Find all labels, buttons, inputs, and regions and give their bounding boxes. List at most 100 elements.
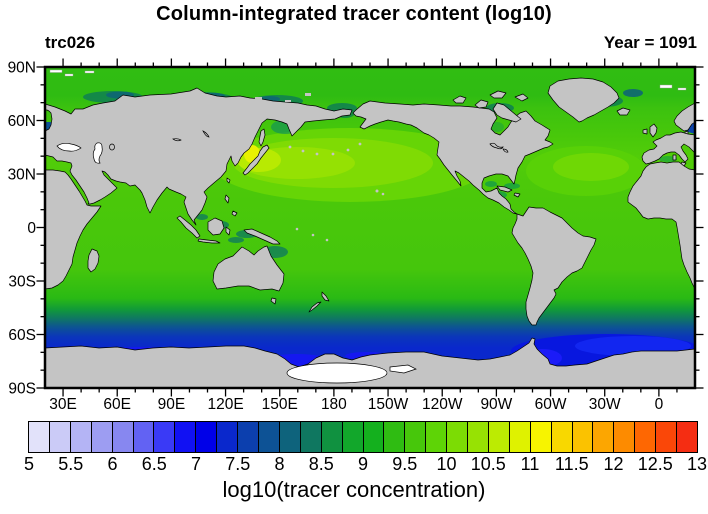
- colorbar-tick-label: 12: [603, 454, 624, 474]
- colorbar-tick-label: 9.5: [392, 454, 418, 474]
- colorbar-tick-label: 10.5: [470, 454, 506, 474]
- lat-tick-label: 90N: [8, 60, 36, 77]
- axis-ticks: [36, 58, 704, 397]
- lon-tick-label: 120E: [207, 396, 243, 413]
- ocean-anomaly-patches: [45, 89, 695, 368]
- colorbar-box: [217, 422, 239, 452]
- lon-tick-label: 180: [321, 396, 347, 413]
- colorbar-box: [175, 422, 197, 452]
- colorbar-tick-label: 6: [107, 454, 118, 474]
- colorbar-box: [447, 422, 469, 452]
- colorbar: [28, 421, 698, 453]
- lake-baikal: [202, 130, 210, 138]
- aral-sea: [109, 143, 115, 151]
- lat-tick-label: 30S: [8, 274, 36, 291]
- iceland: [616, 107, 631, 116]
- africa-east: [45, 169, 102, 290]
- eurasia: [45, 87, 353, 226]
- ross-ice-shelf: [286, 362, 388, 384]
- colorbar-box: [238, 422, 259, 452]
- lat-tick-label: 30N: [8, 167, 36, 184]
- colorbar-box: [426, 422, 448, 452]
- lon-tick-label: 150E: [262, 396, 298, 413]
- caspian-sea: [92, 142, 103, 164]
- colorbar-box: [551, 422, 573, 452]
- baffin-island: [492, 102, 522, 123]
- colorbar-box: [405, 422, 427, 452]
- colorbar-box: [530, 422, 552, 452]
- year-label: Year = 1091: [603, 33, 697, 52]
- scandinavia: [673, 102, 695, 132]
- new-zealand-south: [308, 301, 322, 313]
- colorbar-box: [258, 422, 280, 452]
- colorbar-box: [49, 422, 71, 452]
- colorbar-tick-label: 13: [686, 454, 708, 474]
- south-america: [511, 206, 597, 326]
- colorbar-tick-label: 11.5: [554, 454, 589, 474]
- world-map: 90N 60N 30N 0 30S 60S 90S 30E 60E 90E 120E 150E 180…: [8, 58, 704, 413]
- lon-tick-label: 90W: [480, 396, 512, 413]
- madagascar: [87, 248, 100, 273]
- lon-tick-label: 30E: [49, 396, 77, 413]
- colorbar-title: log10(tracer concentration): [222, 477, 486, 502]
- mindanao: [231, 210, 238, 217]
- north-america: [352, 100, 554, 215]
- lon-tick-label: 30W: [589, 396, 621, 413]
- colorbar-box: [321, 422, 343, 452]
- lon-tick-label: 150W: [368, 396, 409, 413]
- cuba: [496, 185, 513, 193]
- greenland: [547, 77, 620, 123]
- sumatra: [176, 215, 201, 239]
- colorbar-box: [300, 422, 322, 452]
- black-sea: [56, 142, 82, 152]
- ireland: [642, 128, 648, 135]
- small-islands: [255, 93, 385, 242]
- sardinia: [672, 154, 677, 161]
- colorbar-tick-label: 8: [274, 454, 285, 474]
- lon-tick-label: 0: [655, 396, 664, 413]
- new-zealand-north: [321, 291, 330, 302]
- colorbar-box: [133, 422, 155, 452]
- australia: [212, 245, 285, 292]
- colorbar-tick-label: 6.5: [141, 454, 167, 474]
- chart-title: Column-integrated tracer content (log10): [156, 3, 552, 25]
- colorbar-box: [593, 422, 615, 452]
- lon-tick-label: 60E: [103, 396, 131, 413]
- colorbar-box: [468, 422, 489, 452]
- japan: [242, 144, 270, 176]
- colorbar-box: [509, 422, 531, 452]
- sakhalin: [258, 128, 266, 147]
- colorbar-tick-label: 9: [357, 454, 369, 474]
- tasmania: [270, 297, 277, 305]
- luzon: [224, 194, 230, 204]
- java: [197, 238, 221, 244]
- new-guinea: [243, 228, 281, 245]
- colorbar-box: [29, 422, 50, 452]
- ice-shelf-east: [389, 364, 417, 374]
- colorbar-box: [70, 422, 92, 452]
- colorbar-tick-label: 5.5: [58, 454, 84, 474]
- borneo: [207, 217, 225, 236]
- lon-tick-label: 60W: [535, 396, 567, 413]
- colorbar-box: [154, 422, 176, 452]
- colorbar-box: [112, 422, 134, 452]
- colorbar-tick-label: 10: [436, 454, 457, 474]
- colorbar-tick-label: 7.5: [225, 454, 251, 474]
- colorbar-box: [677, 422, 697, 452]
- colorbar-box: [196, 422, 218, 452]
- lat-tick-label: 60N: [8, 113, 36, 130]
- arctic-ice-specks: [49, 69, 687, 91]
- land-masses: [45, 77, 695, 388]
- lake-balkhash: [172, 138, 182, 142]
- lakes-and-ice: [49, 69, 687, 384]
- longitude-labels: 30E 60E 90E 120E 150E 180 150W 120W 90W 60W 30W 0: [49, 396, 663, 413]
- africa-west: [627, 161, 695, 290]
- taiwan: [226, 177, 231, 184]
- colorbar-box: [656, 422, 678, 452]
- latitude-labels: 90N 60N 30N 0 30S 60S 90S: [8, 60, 37, 398]
- great-lakes: [489, 142, 509, 153]
- lat-tick-label: 60S: [8, 327, 36, 344]
- colorbar-tick-label: 5: [23, 454, 35, 474]
- tracer-name-label: trc026: [45, 33, 96, 52]
- lat-tick-label: 90S: [8, 381, 36, 398]
